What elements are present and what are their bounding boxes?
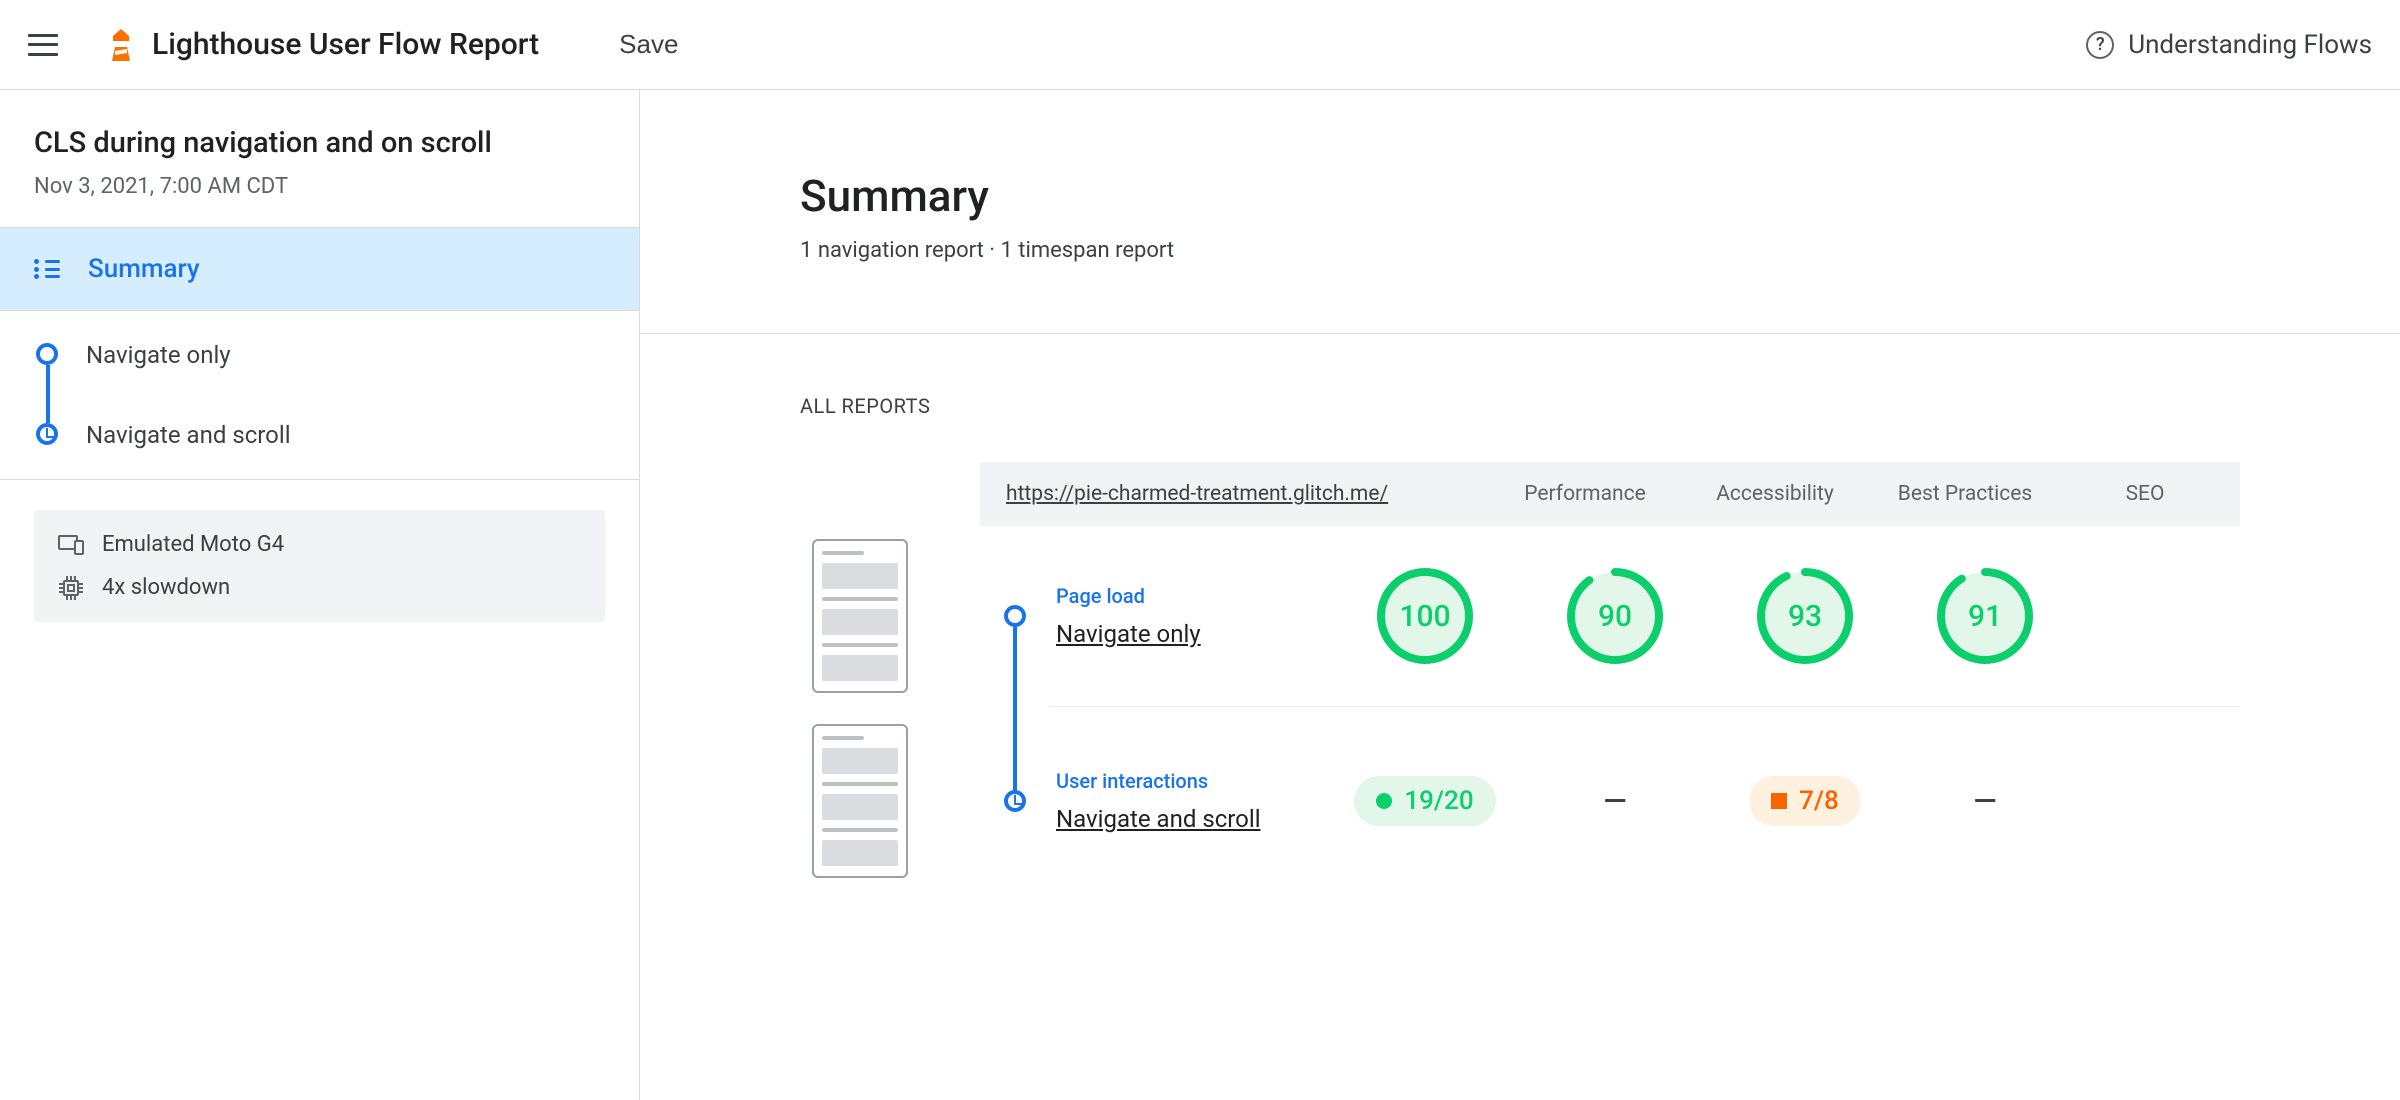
reports-table: https://pie-charmed-treatment.glitch.me/…: [800, 462, 2240, 896]
help-icon: ?: [2086, 31, 2114, 59]
menu-icon[interactable]: [28, 34, 58, 56]
reports-table-header: https://pie-charmed-treatment.glitch.me/…: [980, 462, 2240, 526]
sidebar: CLS during navigation and on scroll Nov …: [0, 90, 640, 1100]
score-seo[interactable]: 91: [1900, 568, 2070, 664]
env-device-label: Emulated Moto G4: [102, 532, 284, 557]
sidebar-step-label: Navigate and scroll: [86, 421, 291, 449]
column-performance: Performance: [1490, 482, 1680, 506]
report-name-link[interactable]: Navigate and scroll: [1056, 805, 1330, 833]
navigation-node-icon: [36, 343, 58, 365]
report-url[interactable]: https://pie-charmed-treatment.glitch.me/: [980, 482, 1490, 506]
screenshot-thumbnail[interactable]: [812, 724, 908, 878]
summary-header: Summary 1 navigation report · 1 timespan…: [640, 90, 2400, 334]
topbar: Lighthouse User Flow Report Save ? Under…: [0, 0, 2400, 90]
score-seo: —: [1900, 784, 2070, 819]
sidebar-item-label: Summary: [88, 254, 200, 284]
reports-section-label: ALL REPORTS: [800, 394, 2400, 418]
cpu-icon: [58, 577, 84, 599]
sidebar-environment: Emulated Moto G4 4x slowdown: [34, 510, 605, 622]
env-device: Emulated Moto G4: [58, 532, 581, 557]
timespan-node-icon: [36, 423, 58, 445]
report-name-cell: Page load Navigate only: [1050, 584, 1330, 648]
flow-connector: [46, 365, 50, 423]
column-seo: SEO: [2060, 482, 2230, 506]
sidebar-steps: Navigate only Navigate and scroll: [0, 311, 639, 480]
row-divider: [1050, 706, 2240, 707]
score-performance[interactable]: 100: [1330, 568, 1520, 664]
help-link-label: Understanding Flows: [2128, 30, 2372, 60]
flow-title: CLS during navigation and on scroll: [34, 126, 605, 160]
lighthouse-logo-icon: [108, 28, 134, 62]
score-accessibility: —: [1520, 784, 1710, 819]
flow-date: Nov 3, 2021, 7:00 AM CDT: [34, 174, 605, 199]
report-row: User interactions Navigate and scroll 19…: [800, 706, 2240, 896]
app-title: Lighthouse User Flow Report: [152, 27, 539, 62]
report-mode-label: User interactions: [1056, 769, 1330, 793]
column-accessibility: Accessibility: [1680, 482, 1870, 506]
sidebar-step[interactable]: Navigate and scroll: [36, 421, 605, 449]
summary-icon: [34, 259, 60, 279]
report-name-cell: User interactions Navigate and scroll: [1050, 769, 1330, 833]
score-best-practices[interactable]: 93: [1710, 568, 1900, 664]
report-name-link[interactable]: Navigate only: [1056, 620, 1330, 648]
navigation-node-icon: [1004, 605, 1026, 627]
score-accessibility[interactable]: 90: [1520, 568, 1710, 664]
score-performance[interactable]: 19/20: [1330, 776, 1520, 826]
page-title: Summary: [800, 170, 2400, 222]
column-best-practices: Best Practices: [1870, 482, 2060, 506]
page-subtitle: 1 navigation report · 1 timespan report: [800, 238, 2400, 263]
report-mode-label: Page load: [1056, 584, 1330, 608]
score-best-practices[interactable]: 7/8: [1710, 776, 1900, 826]
sidebar-step-label: Navigate only: [86, 341, 231, 369]
env-cpu: 4x slowdown: [58, 575, 581, 600]
help-link[interactable]: ? Understanding Flows: [2086, 30, 2372, 60]
sidebar-step[interactable]: Navigate only: [36, 341, 605, 369]
device-icon: [58, 534, 84, 556]
main-content: Summary 1 navigation report · 1 timespan…: [640, 90, 2400, 1100]
sidebar-header: CLS during navigation and on scroll Nov …: [0, 90, 639, 228]
save-button[interactable]: Save: [619, 29, 678, 60]
screenshot-thumbnail[interactable]: [812, 539, 908, 693]
report-row: Page load Navigate only 100 90 93: [800, 526, 2240, 706]
reports-section: ALL REPORTS https://pie-charmed-treatmen…: [640, 334, 2400, 896]
sidebar-item-summary[interactable]: Summary: [0, 228, 639, 311]
timespan-node-icon: [1004, 790, 1026, 812]
env-cpu-label: 4x slowdown: [102, 575, 230, 600]
